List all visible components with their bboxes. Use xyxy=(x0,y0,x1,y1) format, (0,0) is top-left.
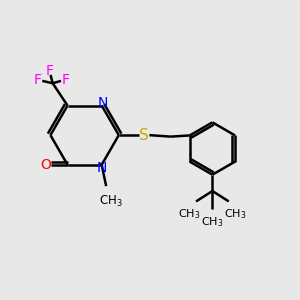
Text: CH$_3$: CH$_3$ xyxy=(99,194,122,209)
Text: O: O xyxy=(41,158,52,172)
Text: F: F xyxy=(61,73,69,87)
Text: N: N xyxy=(97,161,107,175)
Text: N: N xyxy=(98,96,108,110)
Text: CH$_3$: CH$_3$ xyxy=(178,207,201,220)
Text: S: S xyxy=(139,128,149,142)
Text: CH$_3$: CH$_3$ xyxy=(201,215,224,229)
Text: CH$_3$: CH$_3$ xyxy=(224,207,247,220)
Text: F: F xyxy=(46,64,54,78)
Text: F: F xyxy=(33,73,41,87)
